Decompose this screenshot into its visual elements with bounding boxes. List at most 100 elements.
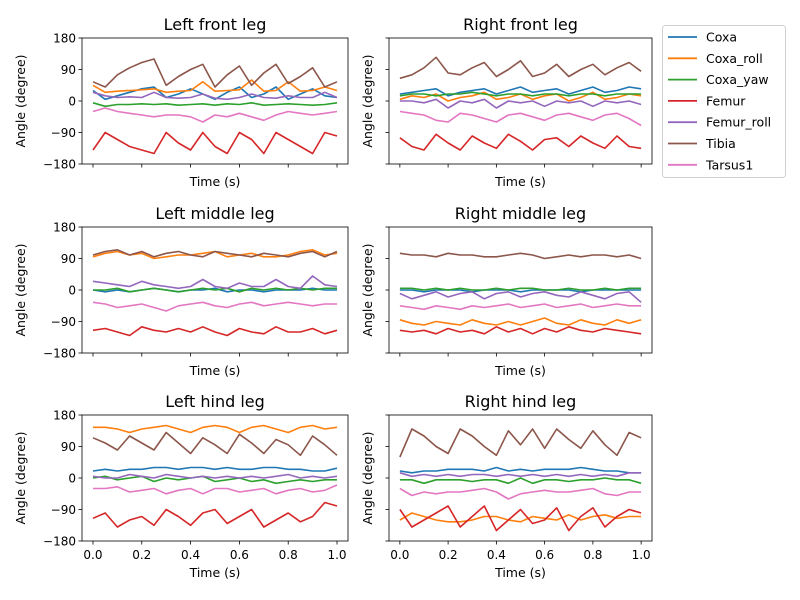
series-line-coxa-yaw — [399, 91, 642, 97]
subplot-title: Right middle leg — [455, 204, 586, 223]
series-line-femur — [92, 501, 338, 528]
legend-box — [662, 25, 786, 178]
series-line-tibia — [399, 428, 642, 458]
series-line-femur-roll — [92, 275, 338, 290]
series-line-coxa — [399, 86, 642, 97]
series-line-tibia — [92, 431, 338, 457]
x-tick-label: 0.4 — [487, 548, 506, 562]
series-line-femur — [92, 131, 338, 155]
series-line-femur — [399, 325, 642, 335]
plot-area — [399, 252, 642, 335]
x-tick-label: 0.0 — [390, 548, 409, 562]
series-line-femur-roll — [92, 91, 338, 101]
series-line-femur-roll — [399, 290, 642, 303]
legend-item-tibia: Tibia — [668, 136, 736, 151]
x-tick-label: 1.0 — [327, 548, 346, 562]
x-axis-label: Time (s) — [494, 174, 546, 189]
x-axis-label: Time (s) — [494, 363, 546, 378]
series-line-femur-roll — [92, 473, 338, 479]
y-tick-label: 180 — [53, 221, 76, 235]
y-tick-label: −90 — [51, 315, 76, 329]
legend-label: Tibia — [705, 136, 736, 151]
legend-item-coxa: Coxa — [668, 30, 737, 45]
series-line-coxa — [92, 466, 338, 472]
subplot-title: Left middle leg — [155, 204, 274, 223]
x-axis-label: Time (s) — [189, 174, 241, 189]
y-axis-label: Angle (degree) — [360, 431, 375, 524]
x-tick-label: 0.8 — [279, 548, 298, 562]
y-tick-label: 0 — [68, 284, 76, 298]
legend-item-tarsus1: Tarsus1 — [668, 157, 753, 172]
plot-area — [92, 424, 338, 528]
x-axis-label: Time (s) — [189, 565, 241, 580]
series-line-tibia — [399, 252, 642, 260]
x-axis-label: Time (s) — [494, 565, 546, 580]
series-line-femur — [92, 325, 338, 337]
y-tick-label: 90 — [61, 252, 76, 266]
legend-label: Coxa_yaw — [706, 72, 769, 87]
x-tick-label: 0.2 — [132, 548, 151, 562]
subplot-title: Right hind leg — [465, 392, 577, 411]
x-tick-label: 0.6 — [230, 548, 249, 562]
plot-area — [399, 428, 642, 532]
y-tick-label: 180 — [53, 409, 76, 423]
y-tick-label: 90 — [61, 63, 76, 77]
y-tick-label: −180 — [43, 535, 76, 549]
series-line-coxa-yaw — [92, 102, 338, 108]
series-line-tibia — [92, 249, 338, 258]
subplot-left-front-leg: 180 90 0 −90 −180 Left front leg Time (s) Angle… — [13, 15, 349, 189]
subplot-left-hind-leg: 180 90 0 −90 −180 0.0 0.2 0.4 0.6 0.8 1.0 Left hind… — [13, 392, 349, 580]
series-line-coxa-yaw — [399, 287, 642, 291]
series-line-tarsus1 — [92, 301, 337, 312]
series-line-femur-roll — [399, 98, 642, 109]
x-tick-label: 0.0 — [83, 548, 102, 562]
x-tick-label: 1.0 — [632, 548, 651, 562]
x-tick-label: 0.4 — [181, 548, 200, 562]
series-line-coxa-roll — [92, 79, 338, 94]
series-line-coxa — [399, 466, 642, 474]
series-line-coxa-roll — [399, 512, 642, 523]
subplot-right-hind-leg: 0.0 0.2 0.4 0.6 0.8 1.0 Right hind leg Time (s)… — [360, 392, 653, 580]
x-axis-label: Time (s) — [189, 363, 241, 378]
y-tick-label: 0 — [68, 95, 76, 109]
series-line-coxa — [92, 86, 338, 101]
plot-area — [399, 56, 642, 151]
subplot-left-middle-leg: 180 90 0 −90 −180 Left middle leg Time (s) Angl… — [13, 204, 349, 378]
subplot-title: Left front leg — [164, 15, 267, 34]
legend-label: Coxa_roll — [706, 51, 763, 66]
series-line-coxa-roll — [399, 317, 642, 326]
series-line-coxa-roll — [93, 424, 338, 434]
legend-item-coxa-yaw: Coxa_yaw — [668, 72, 769, 87]
y-tick-label: 0 — [68, 472, 76, 486]
subplot-title: Left hind leg — [165, 392, 265, 411]
legend-item-femur: Femur — [668, 93, 746, 108]
y-axis-label: Angle (degree) — [13, 243, 28, 336]
y-axis-label: Angle (degree) — [13, 54, 28, 147]
series-line-femur-roll — [399, 471, 642, 478]
plot-area — [92, 249, 338, 337]
series-line-coxa — [399, 289, 642, 293]
legend-label: Coxa — [706, 30, 737, 45]
subplot-right-middle-leg: Right middle leg Time (s) Angle (degree) — [360, 204, 653, 378]
x-tick-label: 0.8 — [583, 548, 602, 562]
y-axis-label: Angle (degree) — [360, 54, 375, 147]
series-line-tibia — [399, 56, 642, 80]
series-line-tarsus1 — [399, 110, 642, 127]
y-tick-label: −90 — [51, 503, 76, 517]
series-line-tarsus1 — [399, 487, 642, 500]
y-tick-label: 180 — [53, 32, 76, 46]
legend-label: Tarsus1 — [705, 157, 753, 172]
x-tick-label: 0.6 — [535, 548, 554, 562]
legend-item-femur-roll: Femur_roll — [668, 115, 771, 130]
x-tick-label: 0.2 — [439, 548, 458, 562]
series-line-tibia — [92, 58, 338, 88]
series-line-coxa-yaw — [399, 477, 642, 485]
y-tick-label: 90 — [61, 440, 76, 454]
y-axis-label: Angle (degree) — [13, 431, 28, 524]
legend-item-coxa-roll: Coxa_roll — [668, 51, 763, 66]
series-line-tarsus1 — [93, 484, 338, 495]
series-line-tarsus1 — [92, 107, 338, 123]
series-line-femur — [399, 133, 642, 151]
y-tick-label: −180 — [43, 158, 76, 172]
